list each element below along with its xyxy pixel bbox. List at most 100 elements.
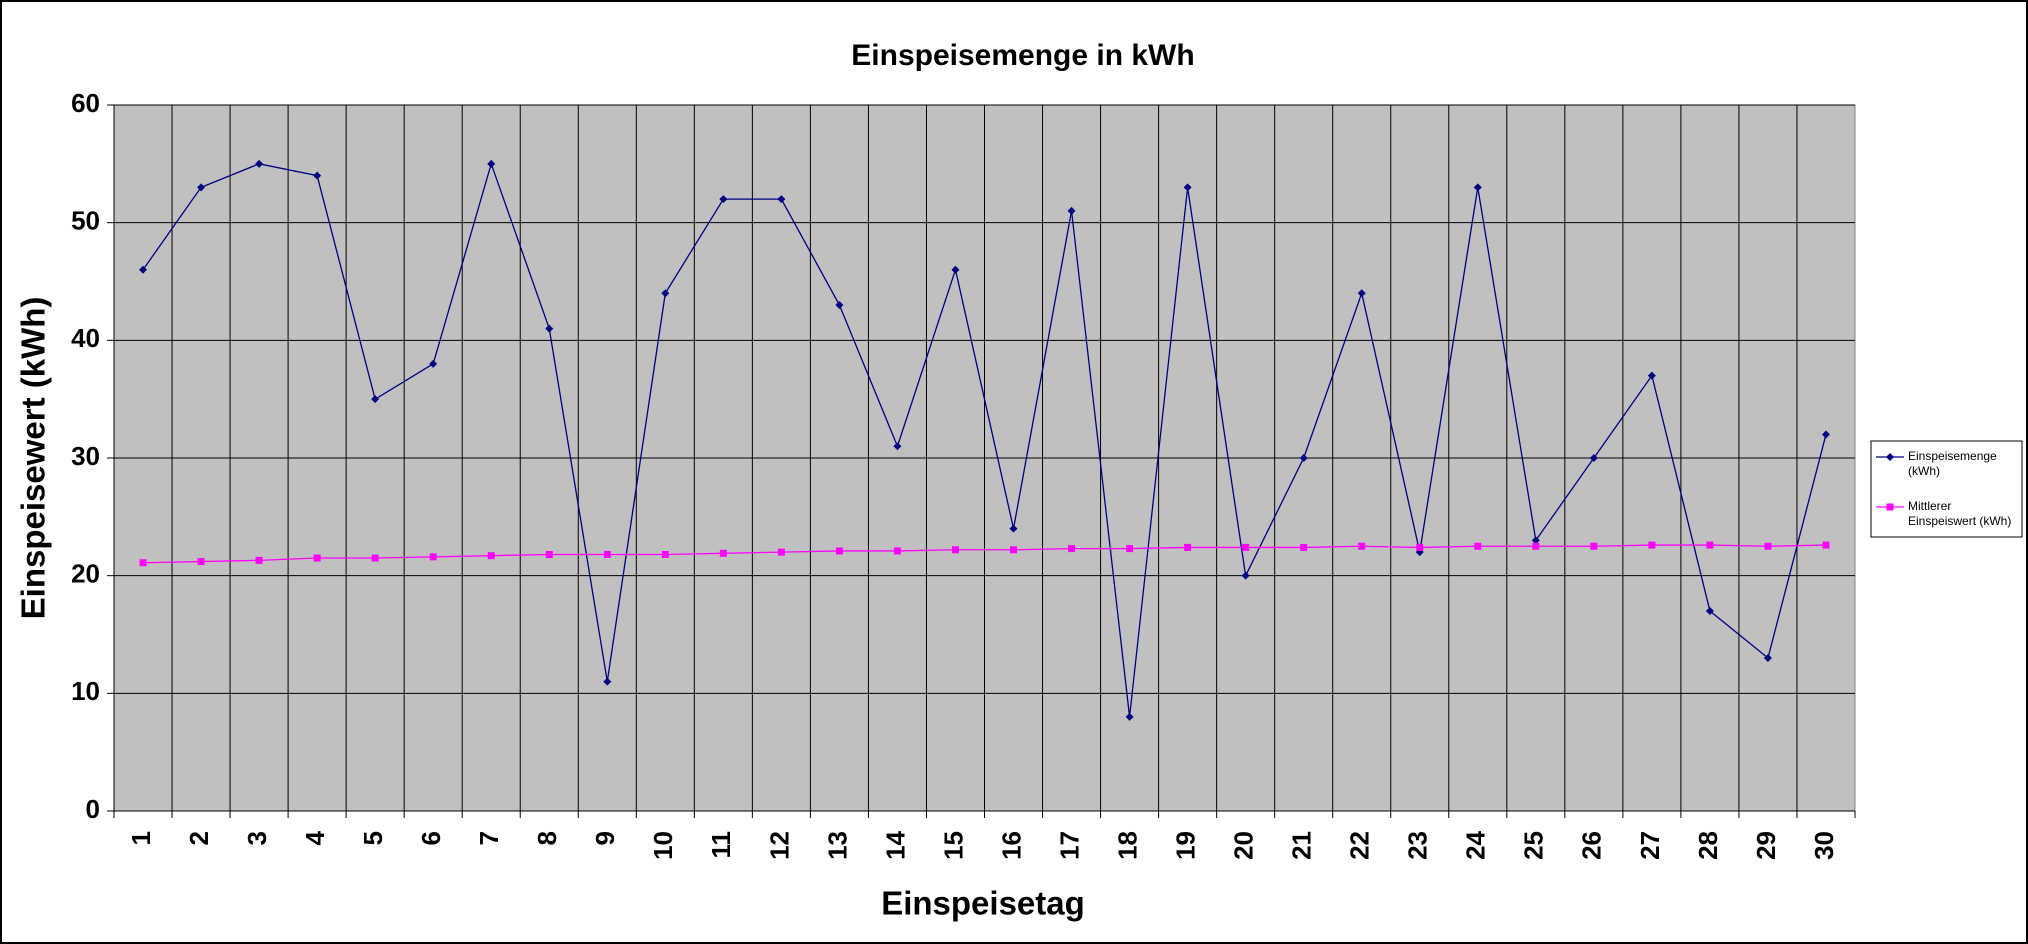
x-tick-label: 10 (648, 831, 678, 860)
point (197, 558, 205, 566)
point (951, 546, 959, 554)
point (1184, 543, 1192, 551)
x-axis-title: Einspeisetag (881, 885, 1085, 922)
x-tick-label: 15 (938, 831, 968, 860)
point (1067, 206, 1076, 215)
point (777, 548, 785, 556)
point (1531, 536, 1540, 545)
x-tick-label: 21 (1287, 831, 1317, 860)
point (951, 265, 960, 274)
point (1357, 289, 1366, 298)
point (1416, 543, 1424, 551)
x-tick-label: 11 (706, 831, 736, 859)
x-tick-label: 12 (764, 831, 794, 860)
point (371, 554, 379, 562)
point (1886, 503, 1894, 511)
x-tick-label: 6 (416, 831, 446, 845)
point (719, 195, 728, 204)
point (1648, 541, 1656, 549)
x-tick-label: 4 (300, 830, 330, 845)
point (1009, 524, 1018, 533)
x-tick-label: 9 (590, 831, 620, 845)
point (661, 550, 669, 558)
point (661, 289, 670, 298)
y-tick-label: 0 (86, 794, 100, 824)
y-axis-title: Einspeisewert (kWh) (15, 297, 52, 620)
y-tick-label: 60 (71, 88, 100, 118)
chart-title: Einspeisemenge in kWh (851, 39, 1194, 72)
y-tick-label: 30 (71, 441, 100, 471)
legend-label: Mittlerer Einspeiswert (kWh) (1908, 499, 2012, 528)
x-tick-label: 19 (1170, 831, 1200, 860)
x-tick-label: 22 (1345, 831, 1375, 860)
x-tick-label: 3 (242, 831, 272, 845)
point (1068, 545, 1076, 553)
point (545, 324, 554, 333)
legend-entry: Einspeisemenge (kWh) (1908, 449, 1997, 478)
point (1126, 545, 1134, 553)
x-tick-label: 5 (358, 831, 388, 845)
x-tick-label: 26 (1577, 831, 1607, 860)
point (1886, 453, 1894, 461)
point (139, 265, 148, 274)
point (1010, 546, 1018, 554)
point (603, 550, 611, 558)
series-line (143, 544, 1826, 564)
point (1241, 571, 1250, 580)
x-tick-label: 16 (996, 831, 1026, 860)
point (1705, 606, 1714, 615)
legend-label: Einspeisemenge (kWh) (1908, 449, 1997, 478)
point (545, 550, 553, 558)
x-tick-label: 18 (1112, 831, 1142, 860)
point (893, 547, 901, 555)
point (1474, 542, 1482, 550)
point (835, 301, 844, 310)
point (1299, 454, 1308, 462)
point (777, 195, 786, 204)
point (1647, 371, 1656, 380)
point (1764, 542, 1772, 550)
series-line (142, 161, 1827, 717)
point (1532, 542, 1540, 550)
point (1473, 183, 1482, 192)
point (255, 159, 264, 168)
x-tick-label: 14 (880, 830, 910, 859)
point (1821, 430, 1830, 439)
point (1763, 654, 1772, 663)
x-tick-label: 25 (1519, 831, 1549, 860)
x-tick-label: 2 (184, 831, 214, 845)
x-tick-label: 30 (1809, 831, 1839, 860)
x-tick-label: 17 (1054, 831, 1084, 860)
x-tick-label: 28 (1693, 831, 1723, 860)
x-tick-label: 13 (822, 831, 852, 860)
point (1822, 541, 1830, 549)
point (1589, 454, 1598, 462)
point (1358, 542, 1366, 550)
x-tick-label: 24 (1461, 830, 1491, 859)
x-tick-label: 1 (126, 831, 156, 845)
point (1706, 541, 1714, 549)
point (429, 553, 437, 561)
y-tick-label: 20 (71, 559, 100, 589)
x-tick-label: 23 (1403, 831, 1433, 860)
point (487, 159, 496, 168)
point (139, 559, 147, 567)
y-tick-label: 10 (71, 676, 100, 706)
x-tick-label: 8 (532, 831, 562, 845)
point (835, 547, 843, 555)
point (313, 171, 322, 180)
x-tick-label: 20 (1229, 831, 1259, 860)
point (487, 552, 495, 560)
point (893, 442, 902, 451)
legend-entry: Mittlerer Einspeiswert (kWh) (1908, 499, 2012, 528)
x-tick-label: 27 (1635, 831, 1665, 860)
y-tick-label: 50 (71, 206, 100, 236)
point (313, 554, 321, 562)
point (429, 359, 438, 368)
point (255, 556, 263, 564)
point (1183, 183, 1192, 192)
x-tick-label: 7 (474, 831, 504, 845)
x-tick-label: 29 (1751, 831, 1781, 860)
y-tick-label: 40 (71, 323, 100, 353)
point (1125, 712, 1134, 721)
